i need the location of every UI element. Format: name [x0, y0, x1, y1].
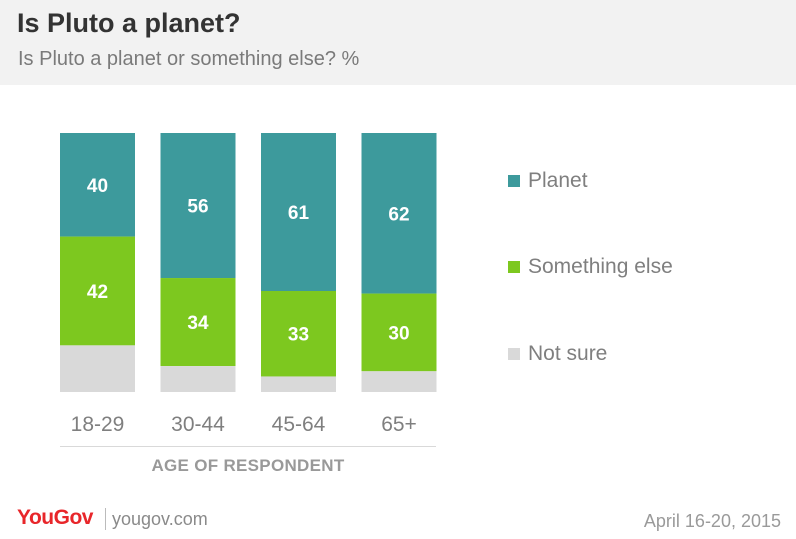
survey-date: April 16-20, 2015	[643, 511, 781, 531]
legend-item-something-else: Something else	[508, 254, 673, 280]
data-label-planet-65-: 62	[388, 204, 409, 225]
data-label-planet-30-44: 56	[187, 197, 208, 218]
bar-something-else-30-44	[160, 278, 236, 367]
bar-not-sure-45-64	[261, 376, 336, 392]
bar-planet-45-64	[261, 133, 336, 291]
bar-planet-30-44	[160, 133, 236, 279]
yougov-logo: YouGov	[17, 506, 93, 529]
legend-swatch-not-sure	[508, 348, 520, 360]
data-label-planet-18-29: 40	[87, 176, 108, 197]
legend-item-not-sure: Not sure	[508, 341, 607, 367]
chart-subtitle: Is Pluto a planet or something else? %	[18, 48, 360, 70]
data-label-planet-45-64: 61	[288, 203, 310, 224]
axis-divider	[60, 446, 436, 447]
x-tick-label-18-29: 18-29	[71, 413, 125, 436]
footer-url[interactable]: yougov.com	[112, 509, 208, 529]
x-tick-label-45-64: 45-64	[272, 413, 326, 436]
bar-not-sure-30-44	[160, 366, 236, 392]
x-tick-label-65-: 65+	[381, 413, 417, 436]
x-tick-label-30-44: 30-44	[171, 413, 225, 436]
bar-something-else-18-29	[60, 236, 135, 346]
x-axis-title: AGE OF RESPONDENT	[151, 456, 345, 475]
legend-swatch-planet	[508, 175, 520, 187]
bar-not-sure-65-	[361, 371, 437, 392]
legend-swatch-something-else	[508, 261, 520, 273]
bar-not-sure-18-29	[60, 345, 135, 392]
data-label-something-else-30-44: 34	[187, 313, 209, 334]
data-label-something-else-45-64: 33	[288, 325, 309, 346]
legend-label-not-sure: Not sure	[528, 342, 608, 365]
bar-planet-18-29	[60, 133, 135, 237]
bar-something-else-45-64	[261, 290, 336, 377]
legend-label-something-else: Something else	[528, 255, 673, 278]
data-label-something-else-65-: 30	[388, 323, 409, 344]
legend-label-planet: Planet	[528, 169, 588, 192]
chart-title: Is Pluto a planet?	[17, 8, 241, 38]
bar-planet-65-	[361, 133, 437, 294]
legend-item-planet: Planet	[508, 168, 588, 194]
footer-divider	[105, 508, 106, 530]
header-band: Is Pluto a planet? Is Pluto a planet or …	[0, 0, 796, 85]
bar-something-else-65-	[361, 293, 437, 372]
data-label-something-else-18-29: 42	[87, 282, 108, 303]
